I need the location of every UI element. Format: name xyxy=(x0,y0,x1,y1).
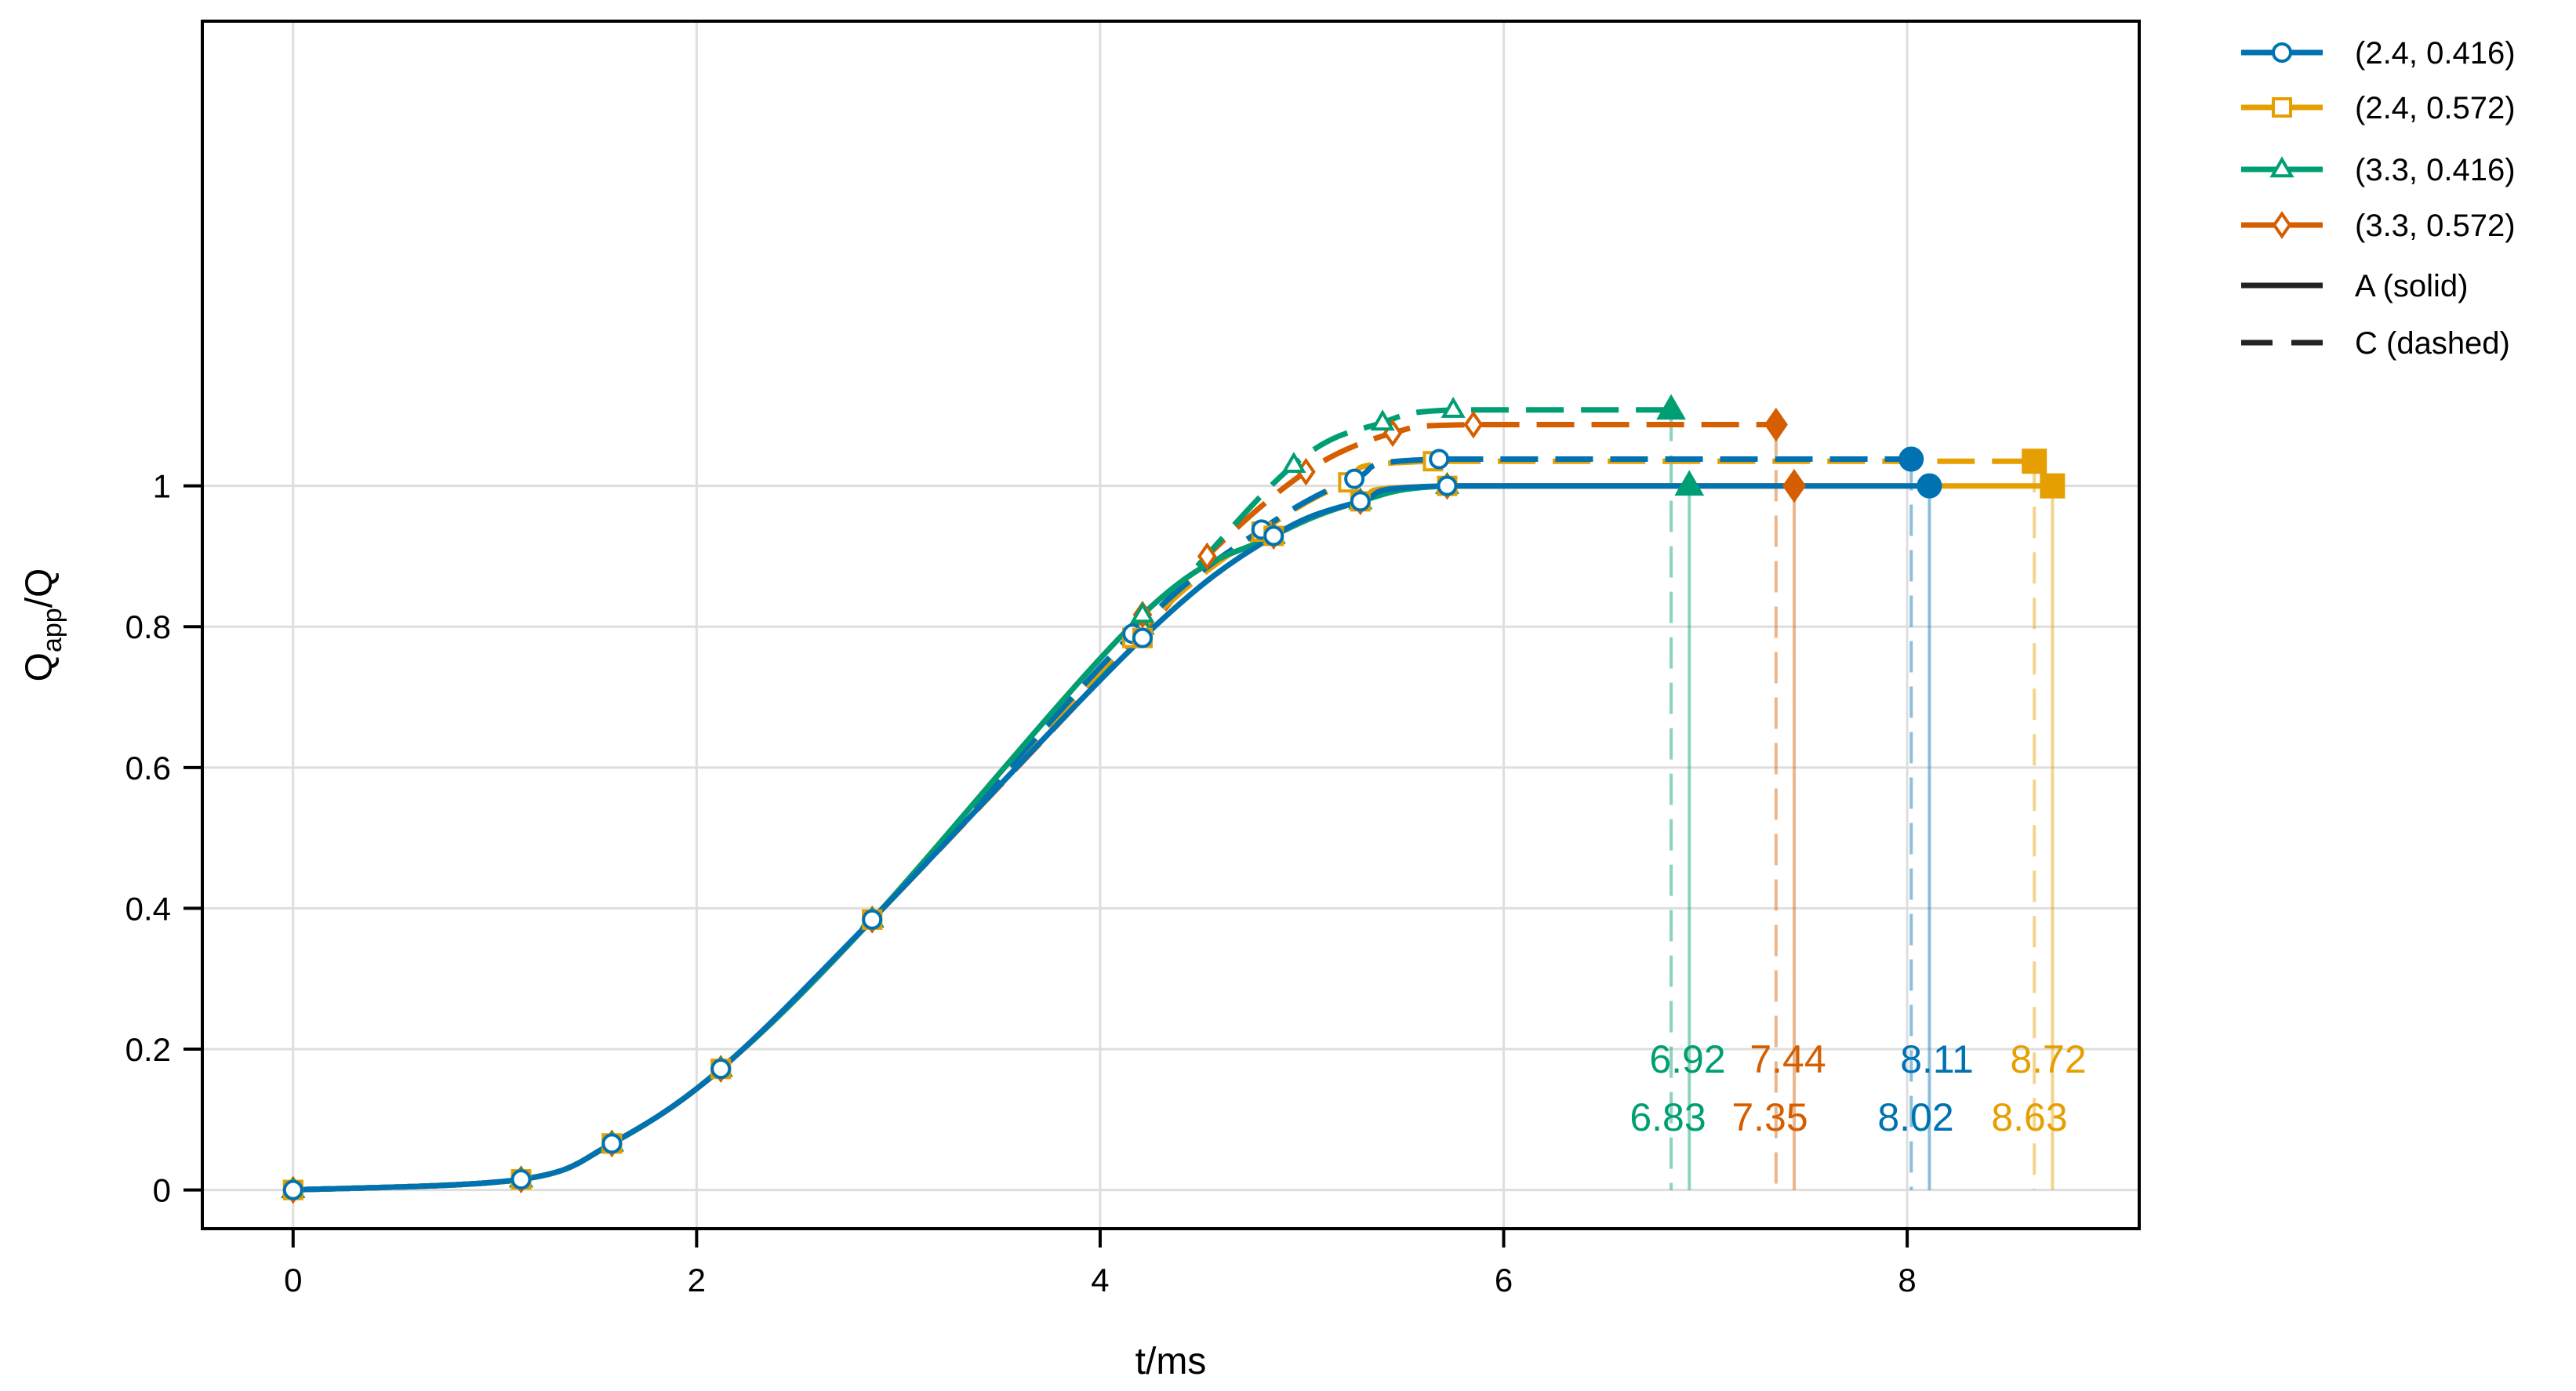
data-point xyxy=(2022,449,2047,474)
end-guide-lines xyxy=(1669,409,2055,1190)
y-tick-label: 1 xyxy=(153,468,171,505)
data-point xyxy=(862,909,883,930)
grid xyxy=(202,21,2139,1229)
data-point xyxy=(2040,473,2066,499)
data-point xyxy=(710,1059,732,1080)
data-point xyxy=(1441,397,1466,418)
y-tick-label: 0.2 xyxy=(125,1031,171,1068)
data-point xyxy=(1917,473,1942,499)
end-time-label: 8.63 xyxy=(1991,1095,2067,1139)
legend-label: A (solid) xyxy=(2355,269,2469,303)
data-point xyxy=(1656,394,1686,420)
data-point xyxy=(1263,525,1284,547)
data-point xyxy=(1344,468,1365,489)
legend-label: (3.3, 0.416) xyxy=(2355,153,2516,187)
legend-marker xyxy=(2272,97,2292,118)
x-tick-label: 8 xyxy=(1898,1262,1916,1298)
legend-label: (3.3, 0.572) xyxy=(2355,209,2516,243)
end-time-label: 8.02 xyxy=(1877,1095,1953,1139)
legend-label: (2.4, 0.416) xyxy=(2355,36,2516,71)
data-point xyxy=(1370,409,1395,431)
y-tick-label: 0 xyxy=(153,1172,171,1209)
y-tick-label: 0.8 xyxy=(125,608,171,645)
data-point xyxy=(1281,452,1306,473)
data-point xyxy=(1350,491,1371,512)
data-point xyxy=(510,1169,532,1190)
x-axis-title: t/ms xyxy=(1135,1341,1207,1382)
data-point xyxy=(601,1133,623,1154)
legend-marker xyxy=(2272,42,2292,63)
data-point xyxy=(1130,601,1155,623)
data-point xyxy=(1463,410,1484,439)
end-time-label: 8.72 xyxy=(2010,1037,2086,1081)
data-point xyxy=(1437,475,1458,496)
plot-frame xyxy=(201,20,2141,1230)
end-time-label: 6.83 xyxy=(1630,1095,1706,1139)
y-axis-title-subscript: app xyxy=(38,608,67,652)
x-tick-label: 6 xyxy=(1495,1262,1513,1298)
data-point xyxy=(1429,449,1450,470)
end-time-label: 8.11 xyxy=(1900,1037,1974,1081)
data-point xyxy=(1764,407,1788,442)
end-time-labels: 6.92 7.44 8.11 8.72 6.83 7.35 8.02 8.63 xyxy=(1630,1037,2086,1139)
y-axis-title: Qapp/Q xyxy=(19,568,67,682)
data-point xyxy=(1197,542,1217,571)
data-point xyxy=(1132,627,1153,648)
end-time-label: 7.35 xyxy=(1731,1095,1808,1139)
x-tick-label: 2 xyxy=(688,1262,706,1298)
end-time-label: 7.44 xyxy=(1749,1037,1826,1081)
y-axis-title-tail: /Q xyxy=(19,568,60,608)
legend-label: C (dashed) xyxy=(2355,326,2510,361)
data-point xyxy=(1674,470,1705,496)
data-point xyxy=(282,1179,303,1200)
y-tick-label: 0.4 xyxy=(125,890,171,927)
data-point xyxy=(1782,468,1807,503)
y-tick-label: 0.6 xyxy=(125,750,171,786)
x-tick-label: 0 xyxy=(284,1262,302,1298)
x-tick-label: 4 xyxy=(1091,1262,1109,1298)
y-axis-title-main: Q xyxy=(19,652,60,681)
series-markers xyxy=(281,394,2066,1204)
axis-ticks: 0 2 4 6 8 0 0.2 0.4 0.6 0.8 1 xyxy=(125,468,1917,1298)
legend: (2.4, 0.416) (2.4, 0.572) (3.3, 0.416) (3.3… xyxy=(2241,36,2516,361)
end-time-label: 6.92 xyxy=(1649,1037,1725,1081)
legend-marker xyxy=(2269,156,2294,178)
legend-label: (2.4, 0.572) xyxy=(2355,91,2516,125)
legend-marker xyxy=(2272,211,2292,239)
data-point xyxy=(1898,446,1924,472)
